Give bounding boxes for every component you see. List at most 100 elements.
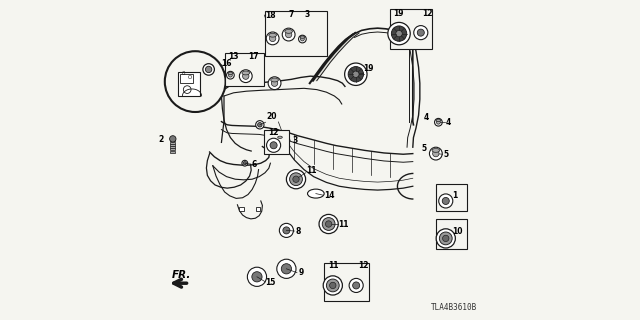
Polygon shape [349, 33, 359, 38]
Circle shape [242, 160, 248, 166]
Text: 13: 13 [228, 52, 239, 61]
Polygon shape [319, 62, 330, 72]
Text: 6: 6 [252, 160, 257, 169]
Circle shape [417, 29, 424, 36]
Text: 7: 7 [289, 10, 294, 19]
Bar [239, 207, 244, 211]
Circle shape [239, 70, 252, 83]
Circle shape [348, 67, 364, 82]
Text: 9: 9 [298, 268, 303, 277]
Text: 11: 11 [329, 261, 339, 270]
Circle shape [267, 138, 281, 152]
Circle shape [227, 71, 234, 79]
Text: 14: 14 [324, 191, 335, 200]
Circle shape [283, 227, 290, 234]
Circle shape [271, 80, 278, 86]
Ellipse shape [436, 119, 441, 122]
Polygon shape [342, 38, 353, 45]
Text: 12: 12 [422, 9, 433, 18]
Circle shape [443, 235, 449, 242]
Bar [178, 72, 200, 96]
Text: 11: 11 [339, 220, 349, 229]
Text: 0: 0 [181, 71, 185, 76]
Circle shape [282, 28, 295, 41]
Circle shape [205, 66, 212, 73]
Circle shape [272, 144, 279, 151]
Circle shape [345, 63, 367, 85]
Circle shape [228, 73, 232, 77]
Bar [170, 144, 175, 146]
Text: 3: 3 [305, 10, 310, 19]
Text: 4: 4 [446, 118, 451, 127]
Ellipse shape [278, 136, 282, 139]
Circle shape [349, 278, 364, 292]
Text: 1: 1 [452, 191, 458, 200]
Bar [170, 142, 175, 144]
Text: 18: 18 [265, 11, 276, 20]
Circle shape [323, 276, 342, 295]
Circle shape [433, 150, 439, 157]
Circle shape [330, 282, 336, 289]
Circle shape [353, 71, 359, 77]
Text: 10: 10 [452, 228, 463, 236]
Circle shape [293, 176, 300, 182]
Ellipse shape [300, 36, 305, 38]
Circle shape [396, 30, 402, 37]
Bar [324, 263, 369, 301]
Circle shape [243, 73, 249, 79]
Ellipse shape [271, 78, 278, 82]
Bar [265, 11, 328, 56]
Circle shape [276, 135, 284, 143]
Circle shape [391, 26, 407, 41]
Circle shape [282, 264, 292, 274]
Circle shape [439, 194, 453, 208]
Text: FR.: FR. [172, 270, 191, 280]
Text: 3: 3 [292, 136, 298, 145]
Circle shape [183, 86, 191, 93]
Circle shape [278, 137, 282, 141]
Circle shape [442, 197, 449, 204]
Text: 11: 11 [307, 166, 317, 175]
Ellipse shape [228, 72, 233, 75]
Polygon shape [313, 72, 323, 81]
Text: 16: 16 [221, 59, 231, 68]
Circle shape [268, 140, 282, 154]
Bar [170, 148, 175, 150]
Circle shape [436, 120, 440, 124]
Bar [180, 74, 193, 83]
Circle shape [279, 223, 293, 237]
Circle shape [326, 279, 339, 292]
Circle shape [436, 229, 456, 248]
Text: 15: 15 [266, 278, 276, 287]
Bar [170, 140, 175, 141]
Text: 12: 12 [358, 261, 368, 270]
Circle shape [429, 147, 442, 160]
Circle shape [290, 173, 302, 186]
Text: 19: 19 [394, 9, 404, 18]
Circle shape [323, 218, 335, 230]
Ellipse shape [285, 29, 292, 33]
Circle shape [413, 26, 428, 40]
Text: 17: 17 [248, 52, 259, 61]
Circle shape [440, 232, 452, 245]
Circle shape [247, 267, 267, 286]
Circle shape [203, 64, 214, 75]
Bar [436, 219, 467, 249]
Text: TLA4B3610B: TLA4B3610B [431, 303, 477, 312]
Polygon shape [334, 45, 346, 53]
Circle shape [268, 77, 281, 90]
Bar [436, 184, 467, 211]
Ellipse shape [432, 148, 440, 152]
Circle shape [287, 170, 306, 189]
Circle shape [435, 118, 442, 126]
Circle shape [165, 51, 226, 112]
Circle shape [258, 123, 262, 127]
Bar [225, 53, 264, 86]
Text: O: O [188, 75, 191, 80]
Circle shape [285, 31, 292, 38]
Circle shape [270, 142, 277, 149]
Circle shape [388, 22, 410, 45]
Bar [170, 151, 175, 153]
Polygon shape [326, 53, 339, 62]
Bar [170, 146, 175, 148]
